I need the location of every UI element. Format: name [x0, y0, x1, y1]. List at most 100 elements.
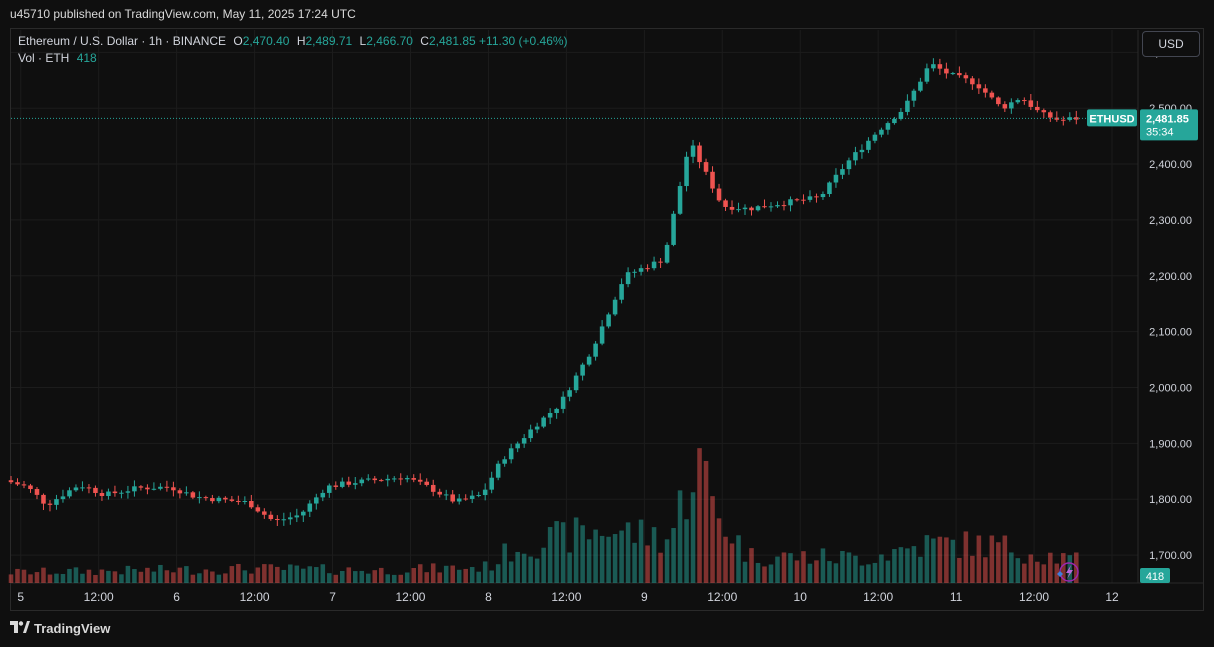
candle-body — [957, 73, 962, 76]
volume-bar — [866, 564, 871, 583]
volume-bar — [944, 537, 949, 583]
candle-body — [385, 478, 391, 481]
candle-body — [515, 443, 520, 449]
volume-bar — [593, 529, 598, 583]
candle-body — [171, 487, 176, 491]
volume-bar — [54, 573, 59, 583]
candle-body — [814, 196, 819, 198]
volume-bar — [469, 567, 475, 583]
volume-bar — [996, 542, 1001, 583]
candle-body — [794, 199, 800, 201]
volume-bar — [651, 527, 657, 583]
volume-bar — [138, 571, 144, 583]
volume-bar — [658, 552, 663, 583]
candle-body — [93, 487, 98, 494]
footer-brand[interactable]: TradingView — [10, 621, 110, 636]
lightning-icon[interactable] — [1057, 562, 1079, 582]
legend-symbol: Ethereum / U.S. Dollar · 1h · BINANCE — [18, 34, 227, 48]
candle-body — [632, 271, 637, 273]
candle-body — [762, 206, 767, 208]
candle-body — [651, 261, 657, 269]
candle-body — [404, 478, 410, 480]
candle-body — [833, 174, 839, 183]
volume-bar — [736, 535, 741, 583]
volume-bar — [775, 556, 780, 583]
candle-body — [612, 299, 618, 315]
volume-bar — [119, 574, 124, 583]
x-tick-label: 11 — [950, 590, 963, 604]
volume-bar — [1041, 564, 1047, 583]
candle-body — [430, 484, 436, 492]
y-tick-label: 2,100.00 — [1149, 327, 1192, 339]
candle-body — [807, 196, 813, 200]
candle-body — [625, 272, 631, 285]
x-tick-label: 12:00 — [863, 590, 893, 604]
volume-tag-value: 418 — [1146, 571, 1164, 583]
candle-body — [268, 514, 274, 520]
time-axis[interactable]: 5 12:00 6 12:00 7 12:00 8 12:00 9 12:00 10 12:00 11 1… — [17, 590, 1119, 604]
legend-low-label: L — [359, 34, 367, 48]
x-tick-label: 8 — [485, 590, 492, 604]
volume-bar — [853, 555, 858, 583]
volume-bar — [846, 552, 852, 583]
y-tick-label: 2,200.00 — [1149, 271, 1192, 283]
volume-bar — [807, 563, 813, 583]
volume-bar — [1022, 563, 1027, 583]
volume-bar — [47, 574, 53, 583]
volume-bar — [482, 561, 488, 583]
volume-bar — [684, 519, 689, 583]
candle-body — [736, 209, 741, 211]
candle-body — [352, 483, 358, 485]
candle-body — [859, 149, 865, 153]
volume-bar — [840, 551, 845, 583]
currency-button[interactable]: USD — [1142, 31, 1200, 57]
volume-bar — [788, 553, 793, 583]
candle-body — [15, 482, 20, 485]
volume-bar — [1028, 554, 1034, 583]
volume-bar — [957, 557, 962, 583]
volume-bar — [275, 566, 280, 583]
volume-bar — [918, 556, 923, 583]
volume-bar — [976, 535, 982, 583]
candle-body — [879, 129, 884, 135]
volume-bar — [404, 572, 410, 583]
volume-bar — [352, 571, 358, 583]
volume-bar — [236, 563, 241, 583]
candle-body — [619, 284, 624, 300]
candle-body — [996, 97, 1001, 105]
price-axis[interactable]: 2,600.002,500.002,400.002,300.002,200.00… — [1149, 47, 1192, 562]
volume-bar — [177, 567, 183, 583]
volume-bar — [554, 521, 559, 583]
candle-body — [768, 206, 774, 208]
symbol-tag-bg — [1087, 109, 1137, 127]
candle-body — [560, 396, 566, 409]
volume-bar — [911, 546, 917, 583]
candle-body — [664, 244, 670, 263]
tradingview-logo-icon — [10, 621, 30, 636]
volume-bar — [820, 548, 826, 583]
candle-body — [307, 503, 313, 512]
candle-body — [151, 488, 157, 490]
x-tick-label: 12:00 — [707, 590, 737, 604]
candle-body — [301, 511, 306, 516]
candle-body — [749, 207, 754, 211]
volume-bar — [346, 567, 352, 583]
volume-bar — [229, 566, 235, 583]
volume-bar — [255, 567, 261, 583]
candle-body — [567, 390, 572, 397]
volume-bar — [794, 560, 800, 583]
volume-bar — [281, 569, 287, 583]
y-tick-label: 2,400.00 — [1149, 159, 1192, 171]
volume-bar — [242, 570, 248, 583]
volume-bar — [385, 574, 391, 583]
volume-bar — [567, 552, 572, 583]
candle-body — [658, 261, 663, 263]
price-tag-bg — [1140, 109, 1198, 141]
volume-bar — [15, 568, 20, 583]
candle-body — [710, 171, 715, 189]
volume-bar — [638, 519, 644, 583]
volume-bar — [970, 555, 975, 583]
volume-bar — [879, 554, 884, 583]
candle-body — [346, 481, 352, 485]
